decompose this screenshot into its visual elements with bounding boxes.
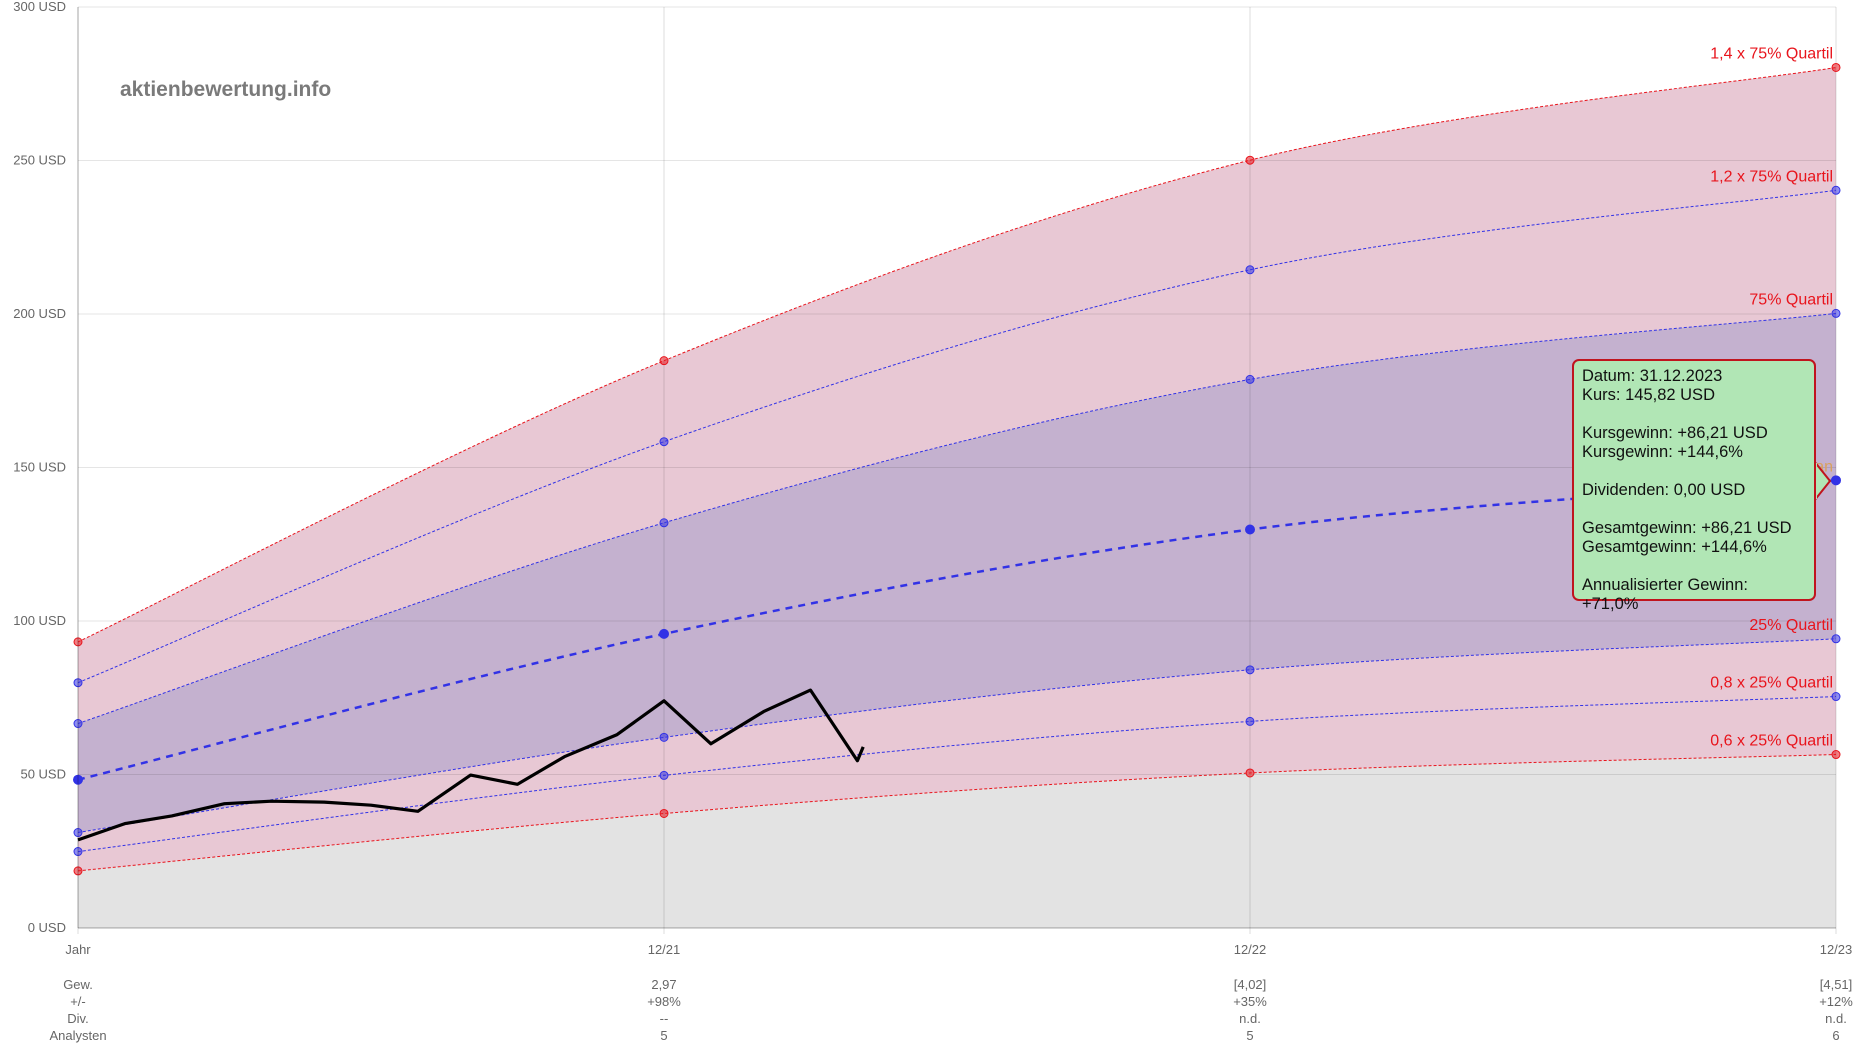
series-point	[659, 770, 669, 780]
footer-row-label: Div.	[67, 1011, 88, 1026]
tooltip-line: Kursgewinn: +86,21 USD	[1582, 424, 1768, 442]
series-line-2	[77, 312, 1837, 724]
series-point	[73, 678, 83, 688]
x-tick-label: 12/22	[1234, 942, 1267, 957]
y-tick-label: 250 USD	[13, 153, 66, 168]
series-line-4	[77, 638, 1837, 833]
lower-band-fill	[78, 638, 1836, 871]
series-point	[73, 847, 83, 857]
series-lines	[77, 67, 1837, 872]
tooltip-line: Annualisierter Gewinn: +71,0%	[1582, 576, 1748, 613]
footer-cell: [4,51]	[1820, 977, 1853, 992]
series-point	[1831, 634, 1841, 644]
tooltip-spacer	[1582, 500, 1806, 519]
series-line-5	[77, 696, 1837, 853]
series-point	[1831, 185, 1841, 195]
series-point	[659, 356, 669, 366]
footer-cell: 6	[1832, 1028, 1839, 1043]
series-label: 25% Quartil	[1749, 617, 1833, 634]
footer-row-label: +/-	[70, 994, 86, 1009]
x-tick-label: 12/23	[1820, 942, 1853, 957]
series-line-6	[77, 754, 1837, 872]
tooltip-line: Gesamtgewinn: +144,6%	[1582, 538, 1767, 556]
footer-cell: +12%	[1819, 994, 1853, 1009]
series-point	[73, 774, 83, 785]
x-axis: Jahr 12/21 12/22 12/23	[65, 927, 1853, 957]
series-point	[1245, 155, 1255, 165]
y-tick-label: 50 USD	[20, 767, 66, 782]
price-line-group	[77, 688, 865, 842]
series-line-3	[77, 479, 1837, 781]
series-point	[1245, 524, 1255, 535]
tooltip-line: Datum: 31.12.2023	[1582, 367, 1723, 385]
series-point	[1245, 374, 1255, 384]
series-line-0	[77, 67, 1837, 643]
series-point	[73, 637, 83, 647]
series-label: 0,6 x 25% Quartil	[1710, 733, 1833, 750]
tooltip-pointer	[1814, 461, 1832, 501]
series-point	[1831, 62, 1841, 72]
upper-band-fill	[78, 67, 1836, 724]
y-axis: 0 USD 50 USD 100 USD 150 USD 200 USD 250 USD 3…	[13, 0, 79, 935]
series-point	[1831, 750, 1841, 760]
series-points	[73, 62, 1841, 876]
series-point	[659, 732, 669, 742]
series-point	[659, 628, 669, 639]
series-point	[659, 808, 669, 818]
data-tooltip: Datum: 31.12.2023 Kurs: 145,82 USD Kursgew…	[1572, 359, 1816, 613]
tooltip-line: Dividenden: 0,00 USD	[1582, 481, 1746, 499]
footer-cell: 5	[1246, 1028, 1253, 1043]
y-tick-label: 200 USD	[13, 306, 66, 321]
series-point	[1831, 475, 1841, 486]
series-point	[1245, 716, 1255, 726]
footer-row-label: Gew.	[63, 977, 93, 992]
series-point	[73, 828, 83, 838]
band-fills	[78, 67, 1836, 928]
footer-cell: 5	[660, 1028, 667, 1043]
series-label: 75% Quartil	[1749, 291, 1833, 308]
tooltip-spacer	[1582, 557, 1806, 576]
series-point	[1245, 768, 1255, 778]
series-point	[659, 518, 669, 528]
lower-area-fill	[78, 754, 1836, 928]
footer-cell: --	[660, 1011, 669, 1026]
quartile-band-fill	[78, 313, 1836, 833]
series-label: 1,4 x 75% Quartil	[1710, 45, 1833, 62]
x-tick-label: Jahr	[65, 942, 91, 957]
footer-row-label: Analysten	[49, 1028, 106, 1043]
series-point	[659, 437, 669, 447]
footer-cell: [4,02]	[1234, 977, 1267, 992]
tooltip-line: Kursgewinn: +144,6%	[1582, 443, 1743, 461]
series-point	[1831, 308, 1841, 318]
series-point	[73, 719, 83, 729]
y-tick-label: 0 USD	[28, 920, 66, 935]
series-point	[1245, 665, 1255, 675]
footer-cell: n.d.	[1825, 1011, 1847, 1026]
y-tick-label: 100 USD	[13, 613, 66, 628]
footer-cell: n.d.	[1239, 1011, 1261, 1026]
footer-table: Gew. +/- Div. Analysten 2,97 +98% -- 5 [4,02] +35…	[49, 977, 1853, 1043]
footer-cell: 2,97	[651, 977, 676, 992]
tooltip-spacer	[1582, 462, 1806, 481]
series-point	[1245, 265, 1255, 275]
tooltip-spacer	[1582, 405, 1806, 424]
x-tick-label: 12/21	[648, 942, 681, 957]
watermark-logo: aktienbewertung.info	[120, 78, 331, 101]
y-tick-label: 300 USD	[13, 0, 66, 14]
y-tick-label: 150 USD	[13, 460, 66, 475]
series-label: 1,2 x 75% Quartil	[1710, 168, 1833, 185]
footer-cell: +35%	[1233, 994, 1267, 1009]
price-line	[77, 688, 865, 842]
series-point	[1831, 692, 1841, 702]
tooltip-line: Gesamtgewinn: +86,21 USD	[1582, 519, 1792, 537]
tooltip-line: Kurs: 145,82 USD	[1582, 386, 1715, 404]
series-label: 0,8 x 25% Quartil	[1710, 675, 1833, 692]
footer-cell: +98%	[647, 994, 681, 1009]
series-point	[73, 866, 83, 876]
